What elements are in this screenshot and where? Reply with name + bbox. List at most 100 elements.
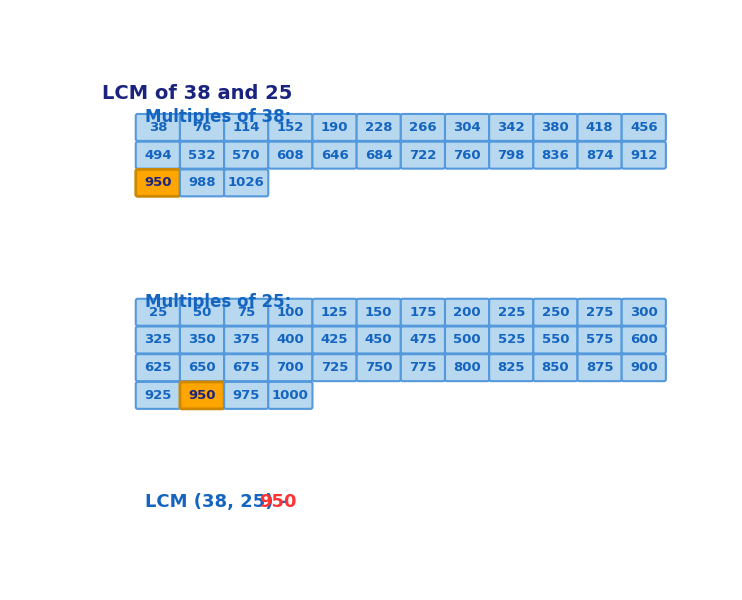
Text: 25: 25	[148, 306, 167, 319]
Text: 300: 300	[630, 306, 657, 319]
FancyBboxPatch shape	[224, 299, 269, 326]
FancyBboxPatch shape	[224, 114, 269, 141]
Text: 836: 836	[542, 149, 569, 161]
FancyBboxPatch shape	[357, 299, 401, 326]
FancyBboxPatch shape	[489, 142, 533, 169]
FancyBboxPatch shape	[180, 169, 224, 196]
Text: 600: 600	[630, 334, 657, 346]
FancyBboxPatch shape	[533, 326, 577, 353]
Text: 575: 575	[586, 334, 614, 346]
FancyBboxPatch shape	[622, 326, 666, 353]
FancyBboxPatch shape	[136, 114, 180, 141]
Text: 760: 760	[453, 149, 481, 161]
Text: 750: 750	[365, 361, 393, 374]
Text: 532: 532	[188, 149, 216, 161]
FancyBboxPatch shape	[445, 354, 489, 381]
Text: 700: 700	[277, 361, 304, 374]
Text: 900: 900	[630, 361, 657, 374]
FancyBboxPatch shape	[445, 114, 489, 141]
FancyBboxPatch shape	[577, 114, 622, 141]
Text: 825: 825	[497, 361, 525, 374]
FancyBboxPatch shape	[622, 299, 666, 326]
Text: 325: 325	[144, 334, 171, 346]
FancyBboxPatch shape	[401, 299, 445, 326]
Text: 152: 152	[277, 121, 304, 134]
FancyBboxPatch shape	[312, 299, 357, 326]
FancyBboxPatch shape	[489, 354, 533, 381]
Text: 225: 225	[498, 306, 525, 319]
Text: 425: 425	[321, 334, 348, 346]
FancyBboxPatch shape	[489, 299, 533, 326]
Text: Multiples of 38:: Multiples of 38:	[145, 108, 292, 126]
Text: 100: 100	[277, 306, 304, 319]
FancyBboxPatch shape	[357, 326, 401, 353]
Text: 988: 988	[188, 176, 216, 190]
Text: 76: 76	[193, 121, 211, 134]
FancyBboxPatch shape	[533, 354, 577, 381]
FancyBboxPatch shape	[577, 142, 622, 169]
FancyBboxPatch shape	[357, 142, 401, 169]
FancyBboxPatch shape	[180, 326, 224, 353]
Text: 275: 275	[586, 306, 614, 319]
Text: 1000: 1000	[272, 389, 309, 402]
Text: 912: 912	[630, 149, 657, 161]
FancyBboxPatch shape	[401, 142, 445, 169]
Text: 500: 500	[453, 334, 481, 346]
FancyBboxPatch shape	[577, 326, 622, 353]
Text: 266: 266	[409, 121, 437, 134]
FancyBboxPatch shape	[136, 354, 180, 381]
Text: 684: 684	[365, 149, 393, 161]
Text: 200: 200	[453, 306, 481, 319]
FancyBboxPatch shape	[136, 326, 180, 353]
Text: 400: 400	[277, 334, 304, 346]
FancyBboxPatch shape	[224, 382, 269, 409]
FancyBboxPatch shape	[136, 142, 180, 169]
FancyBboxPatch shape	[489, 326, 533, 353]
Text: 1026: 1026	[228, 176, 265, 190]
Text: 850: 850	[542, 361, 569, 374]
Text: 675: 675	[232, 361, 260, 374]
FancyBboxPatch shape	[180, 354, 224, 381]
Text: 646: 646	[321, 149, 349, 161]
Text: 725: 725	[321, 361, 348, 374]
Text: 570: 570	[232, 149, 260, 161]
Text: 950: 950	[260, 493, 297, 511]
Text: 75: 75	[237, 306, 255, 319]
FancyBboxPatch shape	[180, 142, 224, 169]
Text: 50: 50	[193, 306, 211, 319]
Text: 875: 875	[586, 361, 614, 374]
Text: 450: 450	[365, 334, 393, 346]
Text: 350: 350	[188, 334, 216, 346]
Text: 550: 550	[542, 334, 569, 346]
Text: Multiples of 25:: Multiples of 25:	[145, 293, 292, 311]
Text: 228: 228	[365, 121, 393, 134]
Text: 494: 494	[144, 149, 171, 161]
FancyBboxPatch shape	[180, 299, 224, 326]
Text: 925: 925	[144, 389, 171, 402]
FancyBboxPatch shape	[269, 382, 312, 409]
Text: 950: 950	[188, 389, 216, 402]
FancyBboxPatch shape	[180, 382, 224, 409]
Text: 250: 250	[542, 306, 569, 319]
FancyBboxPatch shape	[312, 354, 357, 381]
Text: 150: 150	[365, 306, 393, 319]
Text: 456: 456	[630, 121, 657, 134]
FancyBboxPatch shape	[224, 354, 269, 381]
FancyBboxPatch shape	[269, 354, 312, 381]
Text: 775: 775	[409, 361, 436, 374]
Text: 625: 625	[144, 361, 171, 374]
FancyBboxPatch shape	[577, 299, 622, 326]
Text: 525: 525	[498, 334, 525, 346]
FancyBboxPatch shape	[577, 354, 622, 381]
FancyBboxPatch shape	[622, 114, 666, 141]
FancyBboxPatch shape	[533, 299, 577, 326]
FancyBboxPatch shape	[136, 169, 180, 196]
FancyBboxPatch shape	[312, 142, 357, 169]
Text: 722: 722	[409, 149, 436, 161]
Text: 125: 125	[321, 306, 348, 319]
Text: 418: 418	[585, 121, 614, 134]
FancyBboxPatch shape	[622, 142, 666, 169]
Text: 175: 175	[409, 306, 436, 319]
Text: 304: 304	[453, 121, 481, 134]
Text: 608: 608	[277, 149, 304, 161]
